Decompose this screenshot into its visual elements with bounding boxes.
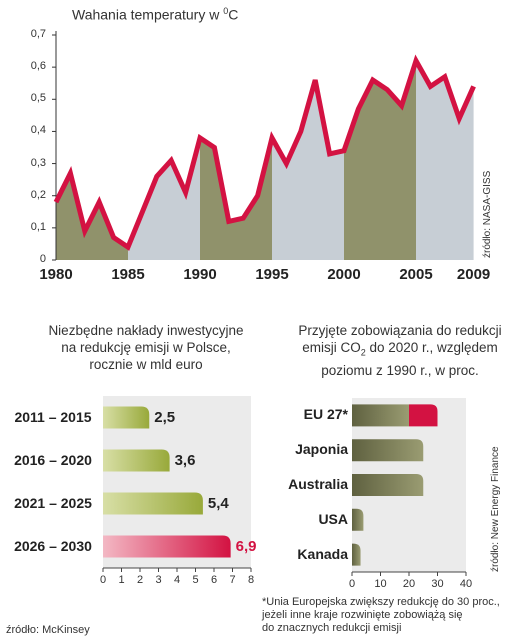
footnote-line-3: do znacznych redukcji emisji [262,622,402,634]
invest-bar-3 [103,535,231,558]
reduction-x-tick-label-1: 10 [374,578,387,590]
footnote-line-1: *Unia Europejska zwiększy redukcję do 30… [262,596,500,608]
y-tick-label-5: 0,5 [30,92,46,105]
reduction-x-tick-label-0: 0 [348,578,356,590]
y-tick-label-3: 0,3 [30,156,46,169]
reduction-bar-2 [352,474,424,496]
reduction-title-line-2: emisji CO2 do 2020 r., względem [285,339,515,362]
invest-x-tick-label-4: 4 [173,574,181,586]
title-sup: 0 [223,6,229,16]
reduction-x-tick-label-3: 30 [431,578,444,590]
y-tick-label-4: 0,4 [30,124,46,137]
area-band-2 [200,60,272,260]
line-source: źródło: NASA-GISS [482,170,493,258]
reduction-bar-0 [352,404,409,427]
invest-value-1: 3,6 [174,451,196,469]
x-tick-label-1995: 1995 [255,266,289,283]
invest-x-tick-label-0: 0 [99,574,107,586]
temperature-line-chart [52,31,476,261]
invest-category-0: 2011 – 2015 [14,408,92,425]
co-text: emisji CO [302,340,361,355]
title-text: Wahania temperatury w [72,6,224,23]
y-tick-label-7: 0,7 [30,28,46,40]
y-tick-label-2: 0,2 [30,188,46,201]
reduction-footnote: *Unia Europejska zwiększy redukcję do 30… [262,596,517,635]
invest-category-2: 2021 – 2025 [14,494,92,511]
x-tick-label-1980: 1980 [39,266,73,283]
invest-x-tick-label-7: 7 [229,574,236,586]
invest-category-1: 2016 – 2020 [14,451,92,468]
reduction-bar-extension-0 [409,404,438,427]
x-tick-label-1990: 1990 [183,266,217,283]
area-band-0 [56,60,128,260]
invest-title-line-2: na redukcję emisji w Polsce, [61,340,231,355]
invest-x-tick-label-8: 8 [247,574,255,586]
x-tick-label-2009: 2009 [456,266,491,283]
invest-value-0: 2,5 [154,408,176,426]
footnote-line-2: jeżeli inne kraje rozwinięte zobowiążą s… [262,609,463,621]
reduction-category-2: Australia [288,476,348,492]
line-chart-title: Wahania temperatury w 0C [72,6,238,23]
reduction-category-4: Kanada [297,545,348,562]
y-tick-label-6: 0,6 [30,60,46,73]
y-tick-label-1: 0,1 [30,220,46,233]
title-unit: C [228,6,239,23]
invest-x-tick-label-3: 3 [155,574,162,586]
invest-x-tick-label-6: 6 [210,574,218,586]
x-tick-label-2005: 2005 [399,266,433,283]
reduction-bar-1 [352,439,424,462]
reduction-plot-bg [352,398,466,572]
area-band-3 [272,60,344,260]
invest-x-tick-label-5: 5 [192,574,199,586]
x-tick-label-2000: 2000 [327,266,361,283]
co2-sub: 2 [360,347,366,358]
invest-category-3: 2026 – 2030 [14,537,92,554]
invest-chart-title: Niezbędne nakłady inwestycyjne na redukc… [6,322,286,373]
reduction-category-1: Japonia [295,441,348,458]
y-tick-label-0: 0 [39,253,46,265]
reduction-bar-3 [352,508,364,531]
invest-bar-2 [103,492,203,515]
invest-bar-1 [103,449,170,472]
reduction-title-line-3: poziomu z 1990 r., w proc. [321,362,479,378]
x-tick-label-1985: 1985 [111,266,145,283]
invest-source: źródło: McKinsey [6,624,90,636]
reduction-bar-4 [352,543,361,566]
invest-plot-bg [103,396,251,568]
invest-bar-0 [103,406,150,429]
reduction-x-tick-label-4: 40 [459,578,473,590]
temperature-series-line [53,54,476,251]
invest-value-2: 5,4 [207,494,229,512]
reduction-category-0: EU 27* [303,406,348,423]
area-band-5 [416,60,474,260]
invest-title-line-1: Niezbędne nakłady inwestycyjne [48,323,244,338]
reduction-title-line-1: Przyjęte zobowiązania do redukcji [298,323,502,338]
invest-x-tick-label-2: 2 [136,574,144,586]
area-band-4 [344,60,416,260]
reduction-source: źródło: New Energy Finance [490,446,501,572]
reduction-chart-title: Przyjęte zobowiązania do redukcji emisji… [285,322,515,379]
reduction-x-tick-label-2: 20 [402,578,416,590]
invest-x-tick-label-1: 1 [118,574,125,586]
invest-title-line-3: rocznie w mld euro [89,357,203,372]
co-rest: do 2020 r., względem [365,340,498,355]
reduction-category-3: USA [318,510,348,527]
invest-value-3: 6,9 [235,537,257,555]
